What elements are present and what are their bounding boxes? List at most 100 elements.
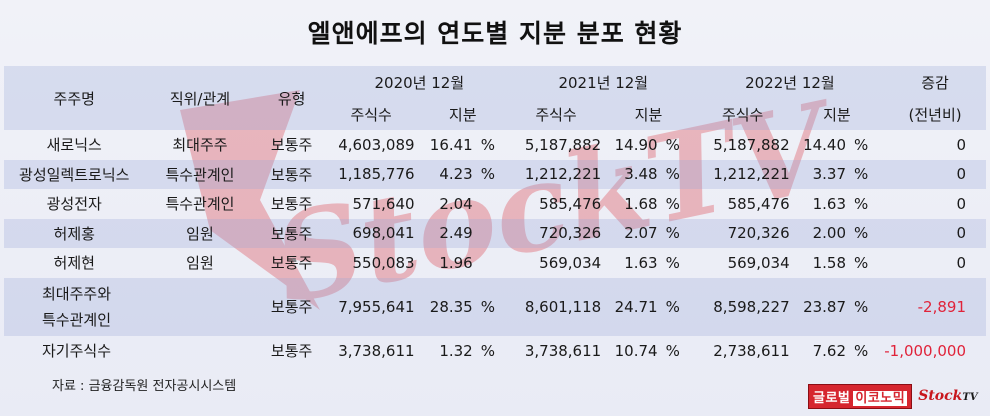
cell-shares-2020: 3,738,611 bbox=[338, 341, 415, 360]
cell-stake-2021: 3.48 bbox=[624, 165, 658, 184]
stocktv-logo-text: Stock bbox=[918, 388, 963, 404]
cell-pct-2022: % bbox=[854, 194, 869, 213]
cell-type: 보통주 bbox=[270, 224, 313, 243]
header-year-2021: 2021년 12월 bbox=[558, 74, 649, 92]
source-note: 자료 : 금융감독원 전자공시시스템 bbox=[52, 379, 237, 394]
cell-shareholder: 자기주식수 bbox=[42, 342, 112, 360]
header-position: 직위/관계 bbox=[169, 89, 231, 108]
header-year-2022: 2022년 12월 bbox=[745, 74, 835, 92]
cell-stake-2022: 14.40 bbox=[803, 135, 847, 154]
cell-stake-2022: 23.87 bbox=[803, 297, 847, 316]
global-economics-logo-text-2: 이코노믹 bbox=[853, 390, 908, 406]
cell-stake-2022: 1.63 bbox=[812, 194, 847, 213]
table-row: 새로닉스 최대주주 보통주 4,603,089 16.41 % 5,187,88… bbox=[4, 130, 986, 160]
cell-stake-2020: 2.04 bbox=[439, 194, 473, 213]
cell-position: 임원 bbox=[186, 254, 214, 273]
cell-change: 0 bbox=[956, 194, 966, 213]
cell-position: 임원 bbox=[186, 224, 214, 243]
cell-position: 특수관계인 bbox=[165, 195, 235, 214]
cell-pct-2020 bbox=[473, 189, 511, 219]
cell-shareholder: 허제현 bbox=[53, 254, 95, 273]
cell-stake-2020: 1.96 bbox=[439, 253, 473, 272]
cell-shareholder: 광성일렉트로닉스 bbox=[19, 165, 130, 184]
cell-stake-2022: 3.37 bbox=[812, 165, 847, 184]
cell-shares-2022: 2,738,611 bbox=[713, 341, 790, 360]
cell-pct-2020: % bbox=[480, 165, 495, 184]
cell-type: 보통주 bbox=[270, 136, 313, 155]
cell-change-negative: -2,891 bbox=[917, 297, 966, 316]
cell-change: 0 bbox=[956, 165, 966, 184]
header-shares-2022: 주식수 bbox=[721, 106, 764, 124]
cell-pct-2022: % bbox=[854, 224, 869, 243]
cell-pct-2022: % bbox=[854, 135, 869, 154]
cell-change: 0 bbox=[956, 253, 966, 272]
cell-shares-2021: 720,326 bbox=[539, 224, 602, 243]
cell-shareholder: 허제홍 bbox=[53, 224, 95, 243]
cell-pct-2020: % bbox=[480, 135, 495, 154]
cell-type: 보통주 bbox=[270, 165, 313, 184]
cell-shares-2022: 5,187,882 bbox=[713, 135, 790, 154]
header-stake-2021: 지분 bbox=[634, 106, 663, 124]
cell-stake-2020: 2.49 bbox=[439, 224, 473, 243]
cell-pct-2020: % bbox=[480, 341, 495, 360]
header-type: 유형 bbox=[277, 89, 306, 108]
cell-pct-2020: % bbox=[480, 297, 495, 316]
cell-shares-2021: 569,034 bbox=[539, 253, 602, 272]
shareholding-table: 주주명 직위/관계 유형 2020년 12월 2021년 12월 2022년 1… bbox=[4, 66, 986, 366]
table-row: 허제현 임원 보통주 550,083 1.96 569,034 1.63 % 5… bbox=[4, 248, 986, 278]
cell-shares-2020: 571,640 bbox=[352, 194, 415, 213]
table-row: 허제홍 임원 보통주 698,041 2.49 720,326 2.07 % 7… bbox=[4, 218, 986, 248]
cell-type: 보통주 bbox=[270, 254, 313, 273]
cell-position: 최대주주 bbox=[172, 136, 228, 155]
cell-shares-2021: 3,738,611 bbox=[524, 341, 602, 360]
stocktv-logo: StockTV bbox=[918, 388, 977, 404]
cell-pct-2022: % bbox=[854, 253, 869, 272]
header-stake-2022: 지분 bbox=[823, 106, 851, 124]
cell-change: 0 bbox=[956, 135, 966, 154]
cell-shares-2020: 4,603,089 bbox=[338, 135, 415, 154]
cell-stake-2021: 1.68 bbox=[624, 194, 658, 213]
table-row: 최대주주와 특수관계인 보통주 7,955,641 28.35 % 8,601,… bbox=[4, 277, 986, 336]
cell-pct-2021: % bbox=[665, 135, 680, 154]
header-row-1: 주주명 직위/관계 유형 2020년 12월 2021년 12월 2022년 1… bbox=[4, 66, 986, 108]
header-year-2020: 2020년 12월 bbox=[374, 74, 465, 92]
cell-shareholder: 최대주주와 특수관계인 bbox=[4, 278, 255, 336]
cell-shares-2021: 5,187,882 bbox=[524, 135, 602, 154]
header-change: 증감 bbox=[921, 74, 949, 92]
cell-pct-2021: % bbox=[665, 194, 680, 213]
cell-stake-2020: 4.23 bbox=[439, 165, 473, 184]
cell-shares-2020: 698,041 bbox=[352, 224, 415, 243]
cell-type: 보통주 bbox=[270, 342, 313, 360]
cell-shares-2021: 1,212,221 bbox=[524, 165, 602, 184]
cell-shareholder-line1: 최대주주와 bbox=[42, 284, 112, 303]
header-change-sub: (전년비) bbox=[908, 106, 962, 124]
cell-pct-2022: % bbox=[854, 165, 869, 184]
cell-change: 0 bbox=[956, 224, 966, 243]
table-row: 광성전자 특수관계인 보통주 571,640 2.04 585,476 1.68… bbox=[4, 189, 986, 219]
header-stake-2020: 지분 bbox=[448, 106, 477, 124]
header-shares-2021: 주식수 bbox=[535, 106, 577, 124]
header-row-2: 주식수 지분 주식수 지분 주식수 지분 (전년비) bbox=[4, 99, 986, 130]
cell-shares-2020: 7,955,641 bbox=[338, 297, 415, 316]
table-row: 자기주식수 보통주 3,738,611 1.32 % 3,738,611 10.… bbox=[4, 336, 986, 366]
cell-stake-2020: 1.32 bbox=[439, 341, 473, 360]
footer-logos: 글로벌 이코노믹 StockTV bbox=[808, 383, 978, 409]
cell-stake-2021: 1.63 bbox=[624, 253, 658, 272]
global-economics-logo: 글로벌 이코노믹 bbox=[808, 383, 913, 409]
cell-shares-2020: 550,083 bbox=[352, 253, 415, 272]
header-shares-2020: 주식수 bbox=[350, 106, 392, 124]
cell-type: 보통주 bbox=[270, 297, 313, 316]
cell-change-negative: -1,000,000 bbox=[884, 341, 966, 360]
cell-stake-2021: 10.74 bbox=[614, 341, 658, 360]
table-row: 광성일렉트로닉스 특수관계인 보통주 1,185,776 4.23 % 1,21… bbox=[4, 159, 986, 189]
cell-pct-2021: % bbox=[665, 297, 680, 316]
cell-stake-2022: 7.62 bbox=[812, 341, 847, 360]
cell-shares-2021: 585,476 bbox=[539, 194, 602, 213]
cell-pct-2021: % bbox=[665, 253, 680, 272]
global-economics-logo-text: 글로벌 bbox=[813, 390, 851, 406]
cell-stake-2021: 14.90 bbox=[614, 135, 658, 154]
cell-pct-2021: % bbox=[665, 341, 680, 360]
cell-shares-2022: 1,212,221 bbox=[713, 165, 790, 184]
cell-shares-2020: 1,185,776 bbox=[338, 165, 415, 184]
